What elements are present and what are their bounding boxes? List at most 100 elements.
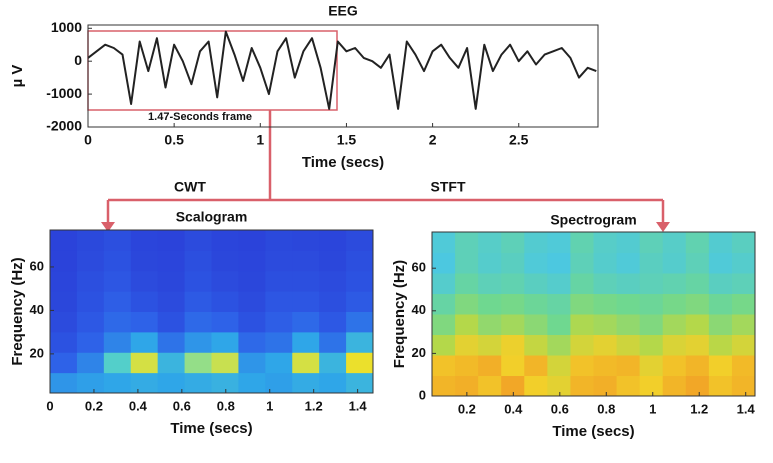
heat-cell <box>130 311 159 333</box>
heat-cell <box>319 352 347 374</box>
heat-cell <box>265 250 293 272</box>
heat-cell <box>76 372 105 394</box>
x-axis-title: Time (secs) <box>302 154 384 171</box>
heat-cell <box>547 334 571 356</box>
heat-cell <box>593 273 618 294</box>
y-axis-title: Frequency (Hz) <box>391 260 408 368</box>
heat-cell <box>50 331 78 353</box>
heat-cell <box>130 250 159 272</box>
heat-cell <box>570 355 594 376</box>
heat-cell <box>238 230 266 251</box>
heat-cell <box>211 331 239 353</box>
heat-cell <box>570 273 594 294</box>
heat-cell <box>265 352 293 374</box>
x-tick-label: 0.4 <box>129 398 148 413</box>
heat-cell <box>478 293 502 315</box>
heat-cell <box>685 334 710 356</box>
heat-cell <box>731 273 756 294</box>
heat-cell <box>593 355 618 376</box>
x-tick-label: 2 <box>429 132 437 148</box>
heat-cell <box>319 250 347 272</box>
heat-cell <box>292 331 320 353</box>
heat-cell <box>319 331 347 353</box>
heat-cell <box>238 250 266 272</box>
heat-cell <box>662 375 687 397</box>
y-tick-label: 0 <box>74 52 82 68</box>
heat-cell <box>524 293 548 315</box>
heat-cell <box>157 372 186 394</box>
heat-cell <box>639 252 664 274</box>
heat-cell <box>346 291 374 312</box>
heat-cell <box>570 232 594 253</box>
heat-cell <box>685 314 710 335</box>
heat-cell <box>593 293 618 315</box>
y-tick-label: 20 <box>412 345 426 360</box>
heat-cell <box>616 252 641 274</box>
heat-cell <box>570 334 594 356</box>
heat-cell <box>265 230 293 251</box>
heat-cell <box>685 355 710 376</box>
heat-cell <box>292 250 320 272</box>
heat-cell <box>292 352 320 374</box>
heat-cell <box>157 291 186 312</box>
heat-cell <box>265 372 293 394</box>
heat-cell <box>731 334 756 356</box>
heat-cell <box>292 372 320 394</box>
y-tick-label: 1000 <box>51 19 82 35</box>
heat-cell <box>50 230 78 251</box>
heat-cell <box>455 293 479 315</box>
heat-cell <box>157 270 186 292</box>
x-tick-label: 0 <box>46 398 53 413</box>
heat-cell <box>432 375 456 397</box>
heat-cell <box>346 230 374 251</box>
heat-cell <box>616 355 641 376</box>
heat-cell <box>639 334 664 356</box>
x-tick-label: 1.2 <box>690 401 708 416</box>
heat-cell <box>662 232 687 253</box>
heat-cell <box>432 232 456 253</box>
heat-cell <box>685 252 710 274</box>
heat-cell <box>319 291 347 312</box>
heat-cell <box>319 372 347 394</box>
heat-cell <box>524 334 548 356</box>
cwt-label: CWT <box>174 179 206 195</box>
heat-cell <box>455 273 479 294</box>
x-tick-label: 0.2 <box>458 401 476 416</box>
heat-cell <box>478 273 502 294</box>
heat-cell <box>265 311 293 333</box>
heat-cell <box>524 314 548 335</box>
heat-cell <box>319 270 347 292</box>
heat-cell <box>593 232 618 253</box>
heat-cell <box>524 232 548 253</box>
heat-cell <box>50 372 78 394</box>
heat-cell <box>685 293 710 315</box>
heat-cell <box>130 372 159 394</box>
plot-frame <box>431 231 756 397</box>
heat-cell <box>432 293 456 315</box>
heat-cell <box>547 314 571 335</box>
heat-cell <box>455 232 479 253</box>
heat-cell <box>184 230 212 251</box>
heat-cell <box>346 250 374 272</box>
heat-cell <box>639 314 664 335</box>
heat-cell <box>238 331 266 353</box>
heat-cell <box>211 311 239 333</box>
heat-cell <box>346 270 374 292</box>
heat-cell <box>184 311 212 333</box>
heat-cell <box>708 314 733 335</box>
heat-cell <box>130 291 159 312</box>
heat-cell <box>524 273 548 294</box>
heat-cell <box>547 252 571 274</box>
heat-cell <box>501 375 525 397</box>
heat-cell <box>103 250 132 272</box>
heat-cell <box>455 355 479 376</box>
heat-cell <box>593 334 618 356</box>
heat-cell <box>478 314 502 335</box>
heat-cell <box>662 334 687 356</box>
heat-cell <box>501 252 525 274</box>
heat-cell <box>157 331 186 353</box>
heat-cell <box>50 352 78 374</box>
heat-cell <box>265 331 293 353</box>
heat-cell <box>184 291 212 312</box>
